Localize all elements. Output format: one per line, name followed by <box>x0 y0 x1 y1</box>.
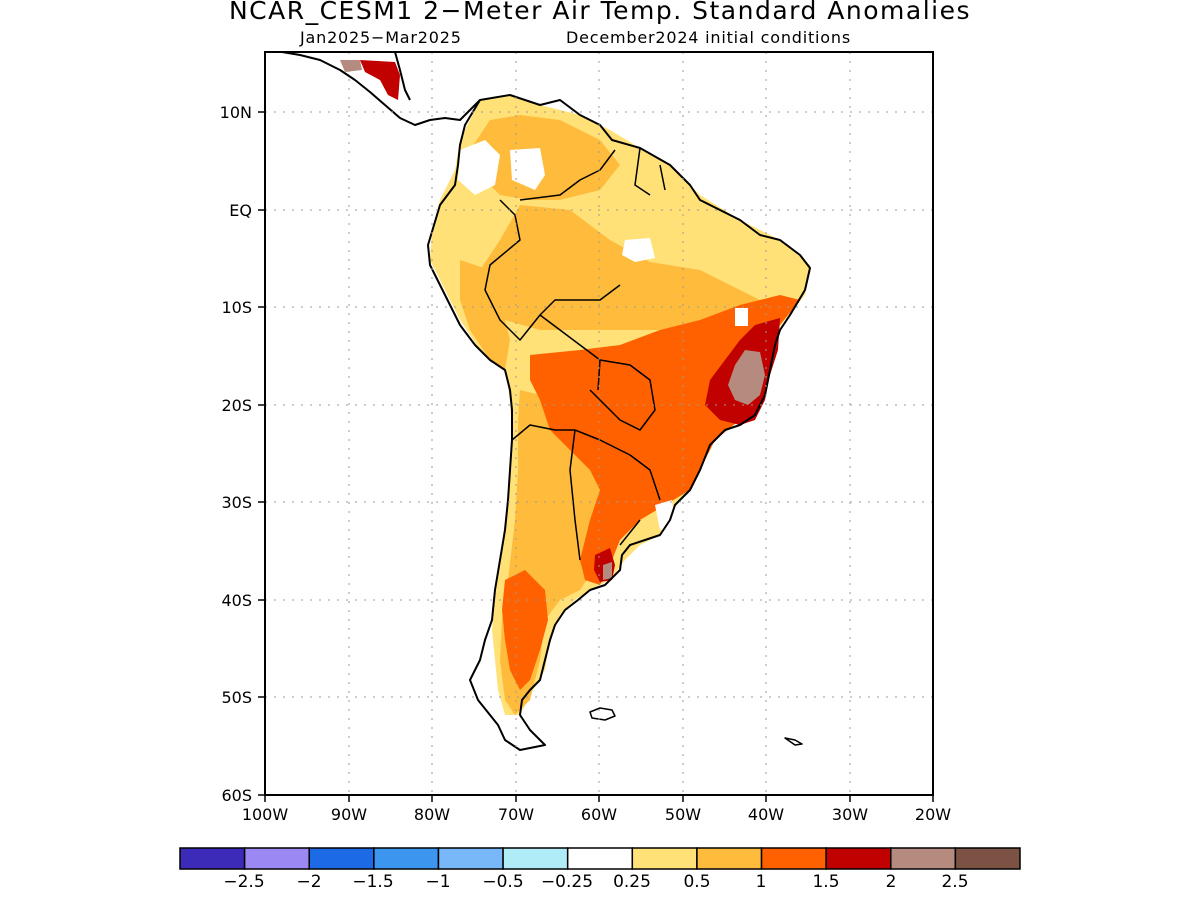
colorbar-label: 0.25 <box>613 872 651 892</box>
colorbar-swatch <box>502 847 569 870</box>
colorbar-label: 1.5 <box>812 872 839 892</box>
gridlines <box>265 52 933 795</box>
shade-red <box>360 60 400 100</box>
colorbar-swatch <box>890 847 957 870</box>
colorbar-swatch <box>437 847 504 870</box>
colorbar-label: −2.5 <box>223 872 264 892</box>
colorbar <box>179 847 1021 870</box>
colorbar-label: −1 <box>425 872 450 892</box>
coastline-caribbean <box>394 52 411 101</box>
colorbar-swatch <box>631 847 698 870</box>
island-south-georgia <box>784 737 803 746</box>
shade-orange-light <box>460 260 510 370</box>
shade-orange-light <box>480 205 760 330</box>
colorbar-swatch <box>825 847 892 870</box>
initial-conditions: December2024 initial conditions <box>566 28 851 47</box>
colorbar-swatch <box>373 847 440 870</box>
colorbar-swatch <box>954 847 1021 870</box>
shade-white <box>622 238 655 262</box>
lat-label: 40S <box>221 591 252 610</box>
lon-label: 100W <box>242 805 289 824</box>
lat-label: 60S <box>221 786 252 805</box>
colorbar-labels: −2.5 −2 −1.5 −1 −0.5 −0.25 0.25 0.5 1 1.… <box>223 872 968 892</box>
lat-label: 20S <box>221 396 252 415</box>
colorbar-swatch <box>243 847 310 870</box>
border-lines <box>484 147 666 561</box>
lon-label: 30W <box>832 805 868 824</box>
coastline-south-america <box>427 94 811 751</box>
shade-brown-light <box>728 350 765 405</box>
longitude-labels: 100W 90W 80W 70W 60W 50W 40W 30W 20W <box>242 805 951 824</box>
lat-label: 30S <box>221 493 252 512</box>
island-falklands <box>589 707 616 721</box>
colorbar-label: 2.5 <box>941 872 968 892</box>
map-title: NCAR_CESM1 2−Meter Air Temp. Standard An… <box>228 0 972 25</box>
forecast-period: Jan2025−Mar2025 <box>300 28 462 47</box>
lat-label: 50S <box>221 688 252 707</box>
lon-label: 40W <box>748 805 784 824</box>
colorbar-label: 2 <box>886 872 897 892</box>
axis-ticks <box>258 111 934 802</box>
colorbar-swatch <box>696 847 763 870</box>
lon-label: 20W <box>915 805 951 824</box>
shade-white <box>510 148 545 190</box>
lat-label: 10S <box>221 298 252 317</box>
lat-label: 10N <box>220 103 252 122</box>
lon-label: 90W <box>331 805 367 824</box>
anomaly-shading <box>340 60 810 715</box>
latitude-labels: 10N EQ 10S 20S 30S 40S 50S 60S <box>220 103 252 805</box>
shade-white <box>458 140 500 195</box>
colorbar-swatch <box>566 847 634 870</box>
colorbar-label: 1 <box>756 872 767 892</box>
shade-white <box>655 500 675 530</box>
colorbar-swatch <box>760 847 827 870</box>
colorbar-label: −1.5 <box>352 872 393 892</box>
colorbar-swatch <box>308 847 375 870</box>
lat-label: EQ <box>229 201 252 220</box>
lon-label: 50W <box>665 805 701 824</box>
colorbar-label: −0.25 <box>541 872 593 892</box>
colorbar-label: −0.5 <box>482 872 523 892</box>
lon-label: 70W <box>498 805 534 824</box>
shade-brown-light <box>603 562 612 580</box>
colorbar-label: 0.5 <box>683 872 710 892</box>
colorbar-label: −2 <box>296 872 321 892</box>
colorbar-swatch <box>179 847 246 870</box>
shade-brown-light <box>340 60 362 72</box>
shade-white <box>735 308 748 326</box>
lon-label: 80W <box>414 805 450 824</box>
lon-label: 60W <box>581 805 617 824</box>
